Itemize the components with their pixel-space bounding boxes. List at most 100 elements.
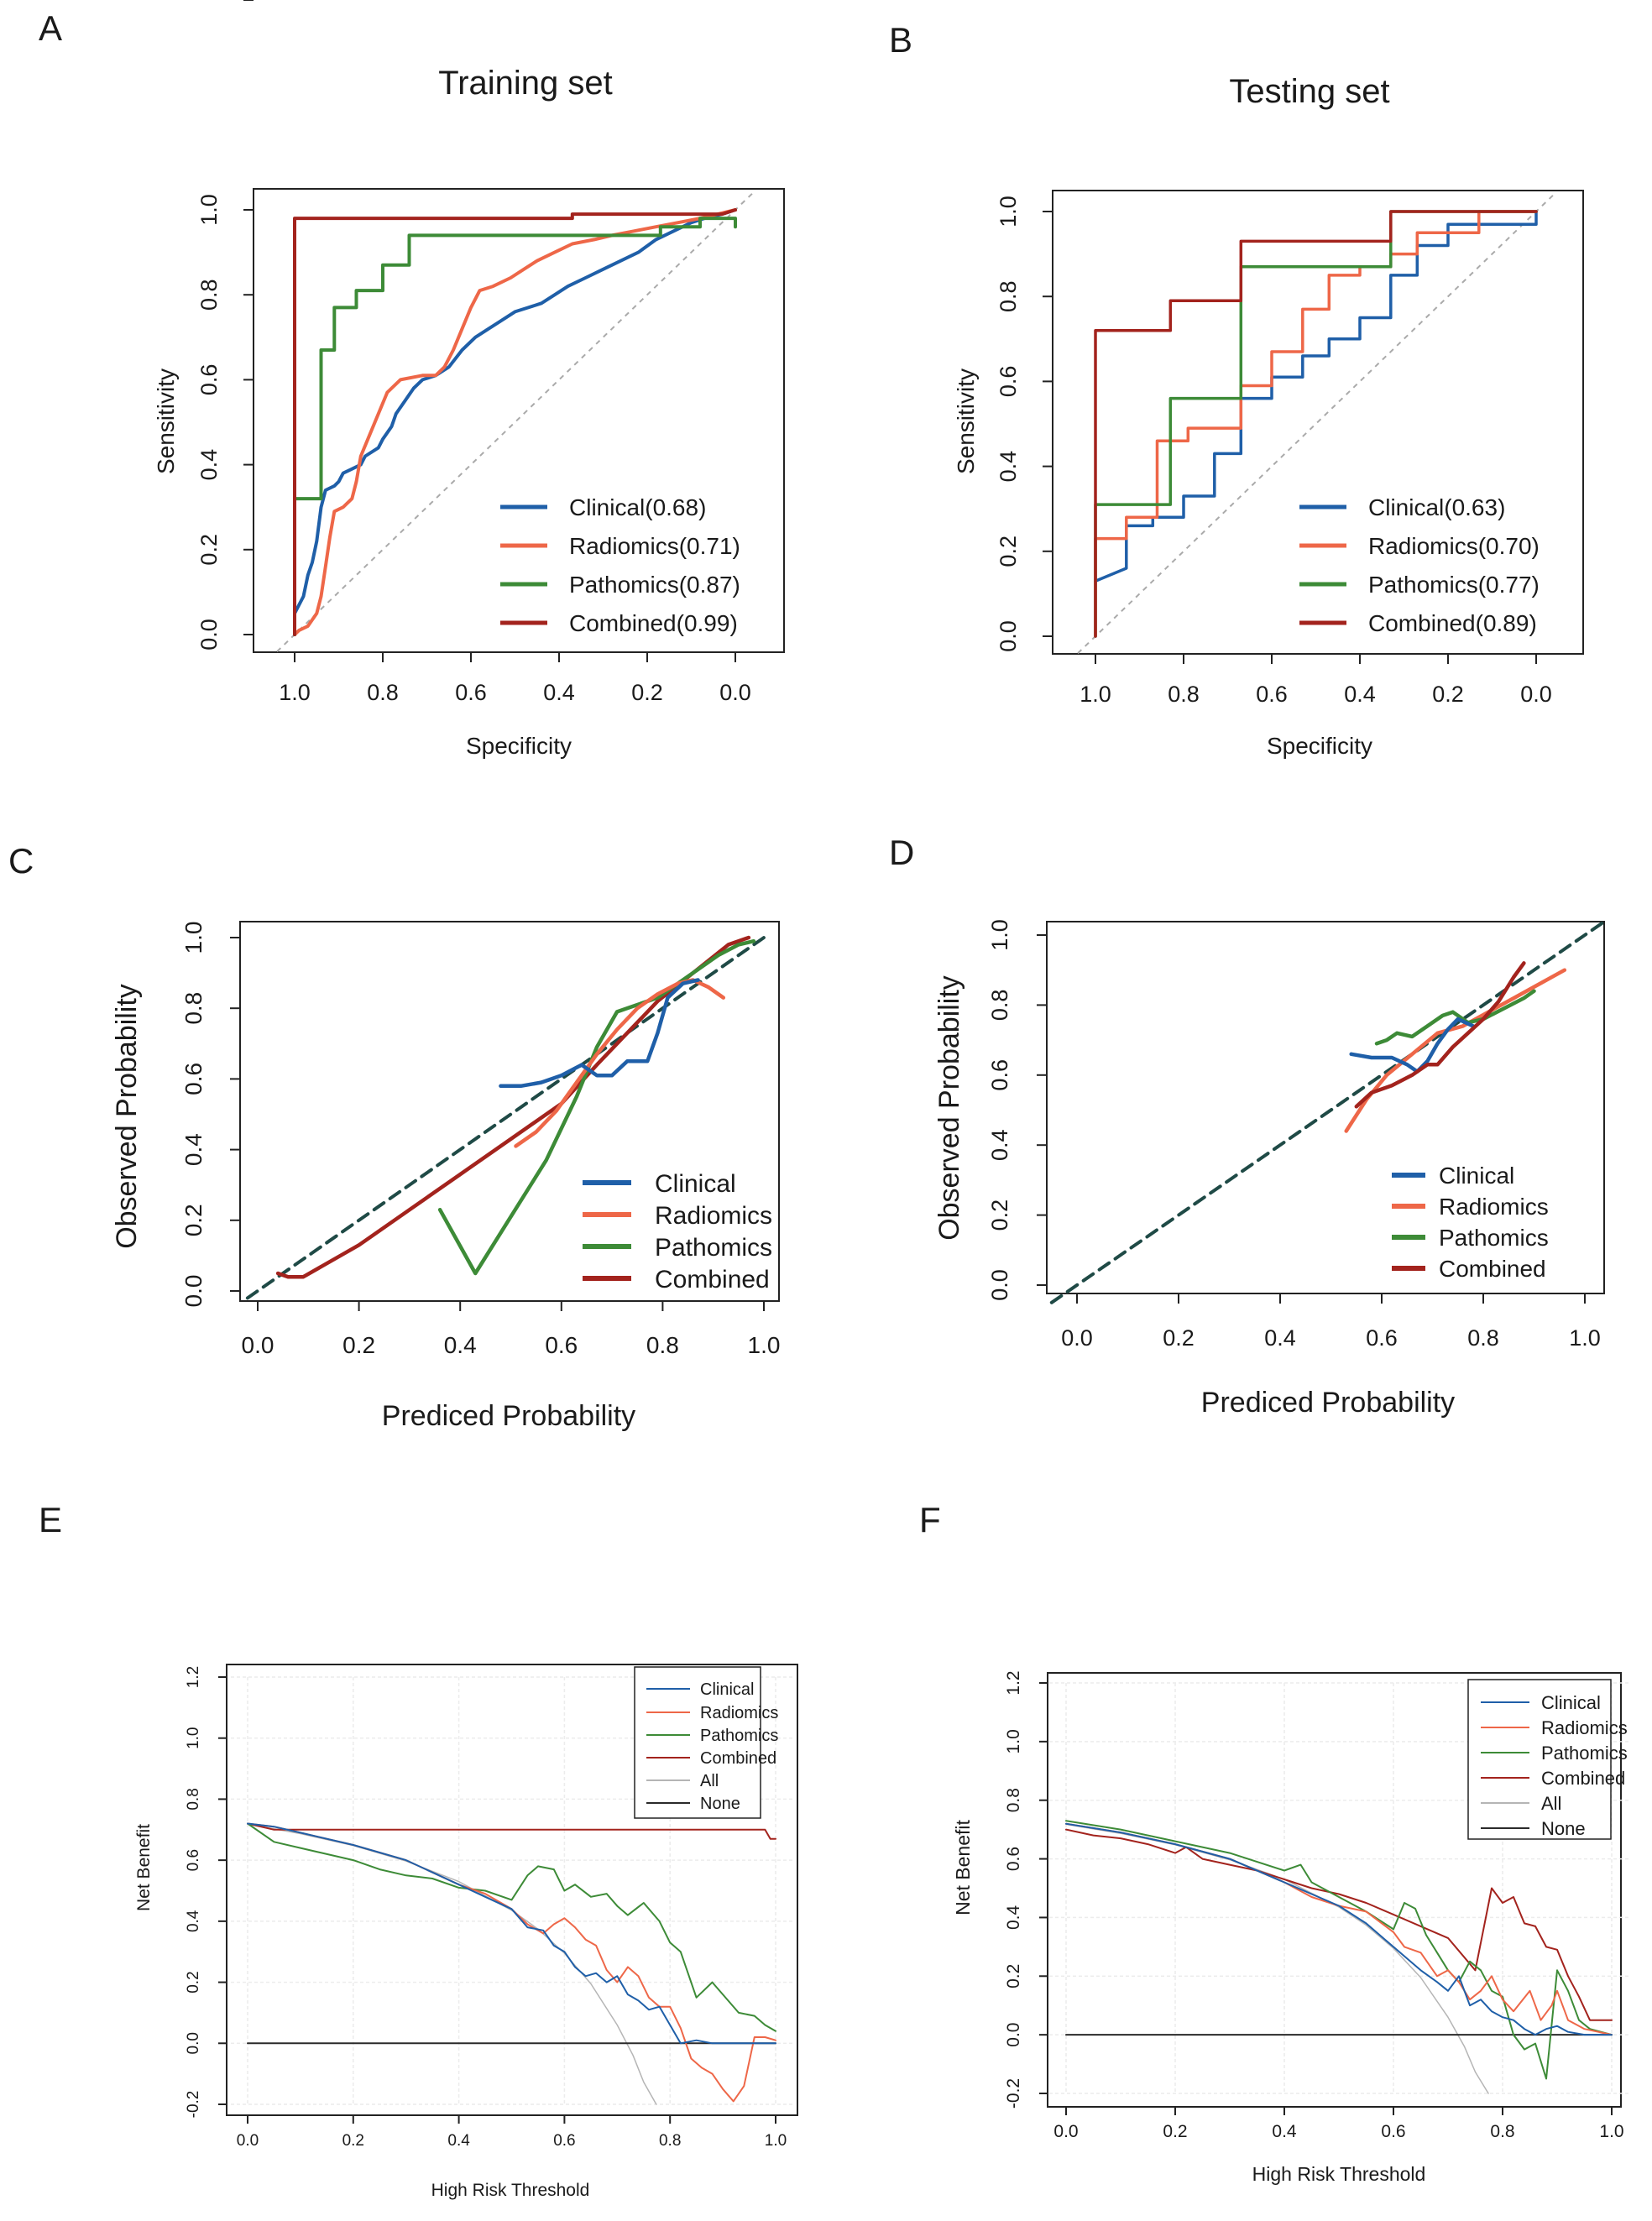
legend-label-none: None	[700, 1795, 740, 1813]
legend-box	[634, 1666, 761, 1819]
y-tick-label: 1.0	[1004, 1729, 1023, 1753]
legend-label-all: All	[700, 1772, 719, 1790]
x-tick-label: 0.0	[237, 2132, 259, 2150]
series-group	[1065, 1820, 1613, 2094]
y-axis-label: Sensitivity	[953, 368, 979, 474]
x-tick-label: 1.0	[765, 2132, 787, 2150]
x-tick-label: 0.6	[553, 2132, 575, 2150]
y-ticks: 0.0 0.2 0.4 0.6 0.8 1.0	[180, 922, 240, 1307]
x-tick-label: 0.0	[242, 1332, 274, 1358]
panel-letter-e: E	[39, 1500, 62, 1539]
y-ticks: 0.0 0.2 0.4 0.6 0.8 1.0	[987, 919, 1047, 1301]
x-tick-label: 0.0	[1061, 1325, 1093, 1351]
y-tick-label: 0.8	[996, 280, 1021, 312]
legend-label-combined: Combined(0.89)	[1368, 610, 1537, 636]
y-axis-label: Observed Probability	[111, 984, 143, 1249]
x-tick-label: 1.0	[1080, 682, 1111, 707]
legend: Clinical(0.63) Radiomics(0.70) Pathomics…	[1299, 494, 1540, 636]
legend-label-clinical: Clinical	[700, 1680, 754, 1699]
x-tick-label: 0.4	[447, 2132, 470, 2150]
y-tick-label: 0.4	[996, 451, 1021, 483]
y-tick-label: 0.0	[1004, 2023, 1023, 2047]
x-tick-label: 0.8	[1490, 2122, 1514, 2141]
x-ticks: 0.0 0.2 0.4 0.6 0.8 1.0	[242, 1301, 780, 1358]
x-tick-label: 0.2	[631, 680, 663, 705]
legend-label-radiomics: Radiomics	[1541, 1717, 1628, 1738]
x-tick-label: 0.8	[1467, 1325, 1499, 1351]
series-line-radiomics	[247, 1822, 776, 2103]
panel-letter-b: B	[889, 20, 912, 60]
series-line-ideal	[245, 932, 771, 1300]
legend-label-radiomics: Radiomics	[655, 1202, 772, 1230]
x-tick-label: 0.6	[455, 680, 487, 705]
series-line-all	[247, 1823, 657, 2105]
legend-label-combined: Combined	[1541, 1768, 1625, 1789]
x-ticks: 0.0 0.2 0.4 0.6 0.8 1.0	[237, 2115, 787, 2150]
y-tick-label: 0.0	[987, 1269, 1012, 1301]
y-axis-label: Net Benefit	[134, 1824, 154, 1911]
plot-frame	[226, 1664, 798, 2116]
x-tick-label: 0.4	[1272, 2122, 1297, 2141]
legend: Clinical Radiomics Pathomics Combined Al…	[1467, 1679, 1628, 1840]
y-tick-label: 0.2	[196, 534, 222, 566]
x-tick-label: 0.8	[367, 680, 399, 705]
y-tick-label: 0.6	[987, 1059, 1012, 1091]
series-line-clinical	[247, 1822, 776, 2045]
legend-label-combined: Combined	[700, 1749, 776, 1768]
series-line-combined	[247, 1822, 776, 1840]
panel-e-decision-curve-training: 0.0 0.2 0.4 0.6 0.8 1.0 -0.2 0.0 0.2 0.4 0.6 0.8 1.…	[134, 1664, 798, 2200]
x-tick-label: 0.2	[1432, 682, 1464, 707]
y-tick-label: 1.2	[185, 1666, 202, 1688]
panel-b-roc-testing: Testing set 1.0 0.8 0.6 0.4 0.2 0.0 0.0 0.2 0.4…	[953, 73, 1584, 759]
x-tick-label: 0.4	[1264, 1325, 1296, 1351]
plot-frame	[239, 921, 780, 1302]
y-tick-label: 0.8	[987, 990, 1012, 1022]
x-ticks: 1.0 0.8 0.6 0.4 0.2 0.0	[279, 652, 751, 705]
legend-box	[1467, 1679, 1612, 1840]
y-tick-label: 0.6	[180, 1063, 206, 1095]
y-tick-label: 0.2	[987, 1199, 1012, 1231]
x-axis-label: High Risk Threshold	[431, 2181, 590, 2200]
panel-letter-c: C	[8, 841, 34, 881]
x-tick-label: 0.8	[659, 2132, 681, 2150]
y-tick-label: 0.8	[196, 279, 222, 311]
x-ticks: 0.0 0.2 0.4 0.6 0.8 1.0	[1061, 1293, 1601, 1351]
panel-a-roc-training: Training set 1.0 0.8 0.6 0.4 0.2 0.0 0.00.20.…	[153, 0, 785, 759]
y-tick-label: 0.8	[1004, 1788, 1023, 1812]
y-tick-label: 0.4	[180, 1133, 206, 1166]
y-tick-label: 0.2	[185, 1971, 202, 1993]
panel-letter-d: D	[889, 833, 914, 872]
x-tick-label: 0.6	[1381, 2122, 1405, 2141]
x-tick-label: 0.8	[646, 1332, 679, 1358]
y-tick-label: 0.4	[196, 449, 222, 481]
legend-label-pathomics: Pathomics	[700, 1727, 778, 1745]
y-tick-label: 0.2	[180, 1204, 206, 1236]
series-line-clinical	[293, 208, 737, 636]
y-tick-label: 0.6	[196, 364, 222, 396]
x-tick-label: 0.0	[1053, 2122, 1078, 2141]
series-line-pathomics	[293, 217, 737, 636]
y-tick-label: 0.4	[1004, 1905, 1023, 1931]
panel-c-calibration-training: 0.0 0.2 0.4 0.6 0.8 1.0 0.0 0.2 0.4 0.6 0.8 1.0 Pr…	[111, 921, 780, 1432]
y-tick-label: 1.0	[987, 919, 1012, 951]
panel-letter-f: F	[919, 1500, 941, 1539]
legend: Clinical Radiomics Pathomics Combined	[1392, 1163, 1549, 1282]
legend-label-none: None	[1541, 1818, 1586, 1839]
x-tick-label: 0.2	[1163, 1325, 1195, 1351]
legend-label-pathomics: Pathomics(0.77)	[1368, 572, 1540, 598]
y-tick-label: 0.4	[987, 1129, 1012, 1161]
x-axis-label: Prediced Probability	[1201, 1387, 1455, 1419]
x-ticks: 0.0 0.2 0.4 0.6 0.8 1.0	[1053, 2107, 1624, 2141]
legend-label-radiomics: Radiomics	[1439, 1194, 1549, 1220]
plot-frame	[1052, 190, 1584, 655]
series-line-combined	[1354, 961, 1526, 1109]
series-group	[247, 1822, 776, 2105]
series-line-combined	[1065, 1828, 1613, 2021]
series-group	[1094, 210, 1538, 638]
legend-label-clinical: Clinical(0.63)	[1368, 494, 1505, 520]
chart-title: Training set	[438, 65, 613, 102]
series-group	[1049, 919, 1608, 1304]
y-ticks: 0.0 0.2 0.4 0.6 0.8 1.0	[996, 196, 1053, 652]
series-line-radiomics	[1094, 210, 1538, 638]
